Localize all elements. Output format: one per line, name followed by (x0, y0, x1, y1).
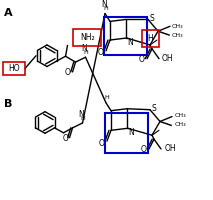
Text: CH₃: CH₃ (174, 122, 186, 127)
Text: H: H (105, 95, 109, 100)
Text: N: N (101, 0, 107, 9)
Text: CH₃: CH₃ (174, 113, 186, 118)
Text: O: O (141, 145, 147, 154)
Text: B: B (4, 99, 12, 109)
Bar (73, 29, 101, 46)
Text: CH₃: CH₃ (171, 33, 183, 38)
Text: A: A (4, 8, 13, 18)
Bar (105, 113, 148, 153)
Text: O: O (139, 55, 145, 64)
Text: N: N (82, 44, 87, 53)
Text: O: O (65, 68, 71, 77)
Text: H: H (80, 116, 85, 121)
Bar (142, 30, 159, 47)
Text: S: S (150, 14, 154, 23)
Bar (3, 62, 25, 75)
Text: S: S (152, 104, 156, 113)
Text: H: H (104, 6, 108, 11)
Text: O: O (63, 134, 68, 143)
Text: O: O (98, 48, 104, 57)
Text: CH₃: CH₃ (171, 24, 183, 29)
Text: NH₂: NH₂ (81, 33, 95, 42)
Text: N: N (128, 128, 134, 137)
Text: OH: OH (161, 54, 173, 63)
Bar (104, 17, 147, 55)
Text: H: H (148, 34, 153, 43)
Text: N: N (79, 110, 84, 119)
Text: OH: OH (164, 144, 176, 153)
Text: N: N (127, 38, 133, 47)
Text: HO: HO (8, 64, 20, 73)
Text: O: O (99, 139, 105, 148)
Text: H: H (83, 50, 88, 55)
